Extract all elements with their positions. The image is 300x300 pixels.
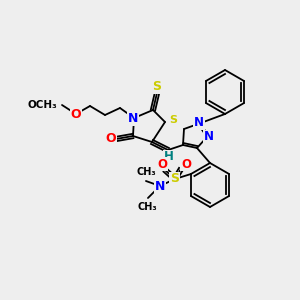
Text: N: N	[128, 112, 138, 124]
Text: O: O	[181, 158, 191, 170]
Text: CH₃: CH₃	[136, 167, 156, 177]
Text: OCH₃: OCH₃	[27, 100, 57, 110]
Text: S: S	[169, 115, 177, 125]
Text: N: N	[194, 116, 204, 130]
Text: N: N	[155, 179, 165, 193]
Text: S: S	[152, 80, 161, 92]
Text: O: O	[106, 133, 116, 146]
Text: O: O	[157, 158, 167, 170]
Text: S: S	[170, 172, 179, 185]
Text: CH₃: CH₃	[137, 202, 157, 212]
Text: N: N	[204, 130, 214, 143]
Text: O: O	[71, 107, 81, 121]
Text: H: H	[164, 151, 174, 164]
